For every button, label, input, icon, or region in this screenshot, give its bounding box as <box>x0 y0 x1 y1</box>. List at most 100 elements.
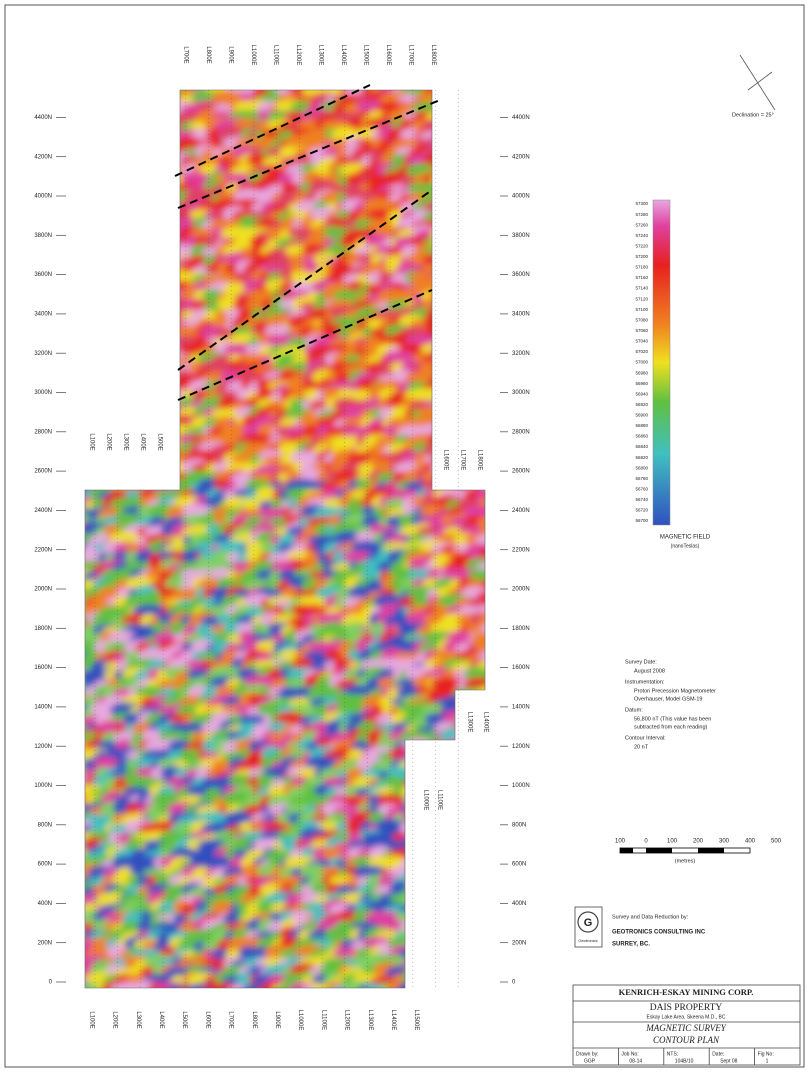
legend-value: 57060 <box>635 328 648 333</box>
line-label: L400E <box>158 1011 164 1028</box>
line-label: L1300E <box>367 1010 373 1031</box>
credit-heading: Survey and Data Reduction by: <box>612 914 689 920</box>
northing-label: 1000N <box>512 783 530 789</box>
line-label: L1400E <box>390 1010 396 1031</box>
line-label: L1600E <box>385 45 391 66</box>
svg-text:G: G <box>584 917 593 929</box>
legend-value: 56700 <box>635 518 648 523</box>
northing-label: 1600N <box>512 665 530 671</box>
line-label: L1300E <box>317 45 323 66</box>
note-text: subtracted from each reading) <box>634 724 708 730</box>
footer-value: 08-14 <box>629 1058 642 1064</box>
note-text: Overhauser, Model GSM-19 <box>634 696 702 702</box>
legend-value: 57040 <box>635 339 648 344</box>
legend-value: 56720 <box>635 508 648 513</box>
legend-value: 57280 <box>635 212 648 217</box>
line-label: L200E <box>105 433 111 450</box>
legend-title: MAGNETIC FIELD <box>660 535 711 541</box>
note-label: Survey Date: <box>625 659 657 665</box>
scale-label: 400 <box>745 839 756 845</box>
scale-bar <box>620 848 750 853</box>
logo-text: Geotronics <box>578 938 597 943</box>
legend-value: 57080 <box>635 317 648 322</box>
legend-value: 57180 <box>635 265 648 270</box>
northing-label: 0 <box>512 980 516 986</box>
northing-label: 2000N <box>34 587 52 593</box>
footer-label: Drawn by: <box>576 1051 599 1057</box>
legend-value: 56740 <box>635 497 648 502</box>
line-label: L1000E <box>422 790 428 811</box>
legend-value: 56780 <box>635 476 648 481</box>
northing-label: 200N <box>38 940 52 946</box>
northing-label: 1800N <box>512 626 530 632</box>
legend-value: 57000 <box>635 360 648 365</box>
northing-label: 4000N <box>512 194 530 200</box>
legend-value: 57260 <box>635 222 648 227</box>
scale-label: 300 <box>719 839 730 845</box>
legend-value: 56820 <box>635 455 648 460</box>
scale-label: 0 <box>644 839 648 845</box>
footer-value: 104B/10 <box>675 1058 694 1064</box>
northing-label: 3200N <box>34 351 52 357</box>
line-label: L1400E <box>482 712 488 733</box>
northing-label: 3200N <box>512 351 530 357</box>
legend-value: 57160 <box>635 275 648 280</box>
page: { "declination": "Declination = 25°", "n… <box>0 0 809 1072</box>
scale-label: 100 <box>667 839 678 845</box>
northing-label: 400N <box>512 901 526 907</box>
plan-title: CONTOUR PLAN <box>653 1035 720 1045</box>
line-label: L1700E <box>407 45 413 66</box>
note-label: Instrumentation: <box>625 679 665 685</box>
line-label: L1100E <box>320 1010 326 1030</box>
northing-label: 3000N <box>512 390 530 396</box>
survey-title: MAGNETIC SURVEY <box>645 1023 727 1033</box>
line-label: L900E <box>274 1011 280 1028</box>
line-label: L900E <box>227 46 233 63</box>
legend-value: 56760 <box>635 486 648 491</box>
northing-label: 2400N <box>512 508 530 514</box>
line-label: L500E <box>156 433 162 450</box>
legend-units: (nanoTeslas) <box>671 543 700 549</box>
map-sheet: G 00200N200N400N400N600N600N800N800N1000… <box>0 0 809 1072</box>
northing-label: 400N <box>38 901 52 907</box>
northing-label: 4000N <box>34 194 52 200</box>
legend-value: 57100 <box>635 307 648 312</box>
line-label: L1700E <box>459 450 465 471</box>
line-label: L1800E <box>476 450 482 471</box>
line-label: L1400E <box>340 45 346 66</box>
northing-label: 800N <box>38 822 52 828</box>
footer-label: NTS: <box>667 1051 678 1057</box>
line-label: L800E <box>251 1011 257 1028</box>
legend-value: 57220 <box>635 243 648 248</box>
northing-label: 600N <box>38 862 52 868</box>
legend-value: 57200 <box>635 254 648 259</box>
northing-label: 4200N <box>512 154 530 160</box>
scale-label: 200 <box>693 839 704 845</box>
footer-label: Date: <box>712 1051 724 1057</box>
legend-value: 56920 <box>635 402 648 407</box>
footer-value: 1 <box>766 1058 769 1064</box>
northing-label: 1600N <box>34 665 52 671</box>
north-arrow <box>740 55 775 110</box>
legend-value: 57120 <box>635 296 648 301</box>
footer-value: Sept 08 <box>720 1058 737 1064</box>
northing-label: 2600N <box>34 469 52 475</box>
legend-value: 56860 <box>635 434 648 439</box>
line-label: L1200E <box>344 1010 350 1031</box>
line-label: L200E <box>112 1011 118 1028</box>
line-label: L300E <box>122 433 128 450</box>
footer-label: Job No: <box>621 1051 638 1057</box>
legend-value: 56980 <box>635 370 648 375</box>
line-label: L700E <box>228 1011 234 1028</box>
note-label: Datum: <box>625 707 643 713</box>
line-label: L100E <box>88 1011 94 1028</box>
northing-label: 2800N <box>34 429 52 435</box>
northing-label: 3000N <box>34 390 52 396</box>
line-label: L1100E <box>272 45 278 65</box>
northing-label: 1400N <box>512 704 530 710</box>
company: GEOTRONICS CONSULTING INC <box>612 930 706 936</box>
northing-label: 3400N <box>512 311 530 317</box>
legend-value: 57020 <box>635 349 648 354</box>
line-label: L1600E <box>442 450 448 471</box>
line-label: L1200E <box>295 45 301 66</box>
